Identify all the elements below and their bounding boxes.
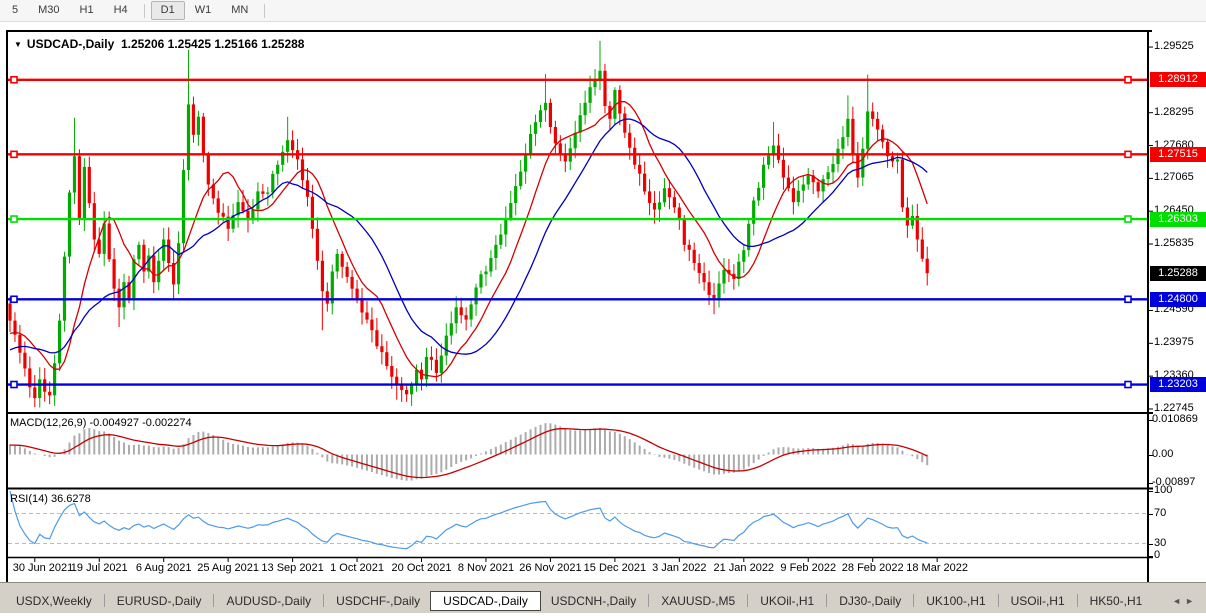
macd-indicator-label: MACD(12,26,9) -0.004927 -0.002274 bbox=[10, 417, 192, 429]
chart-ohlc-values: 1.25206 1.25425 1.25166 1.25288 bbox=[120, 37, 305, 51]
macd-axis-tick: -0.00897 bbox=[1152, 475, 1196, 488]
chart-tab-usdcad-daily[interactable]: USDCAD-,Daily bbox=[430, 590, 541, 611]
tab-separator bbox=[747, 594, 749, 607]
toolbar-separator bbox=[143, 3, 145, 18]
status-divider bbox=[0, 582, 1206, 589]
price-axis-tick: 1.25835 bbox=[1154, 237, 1194, 250]
date-axis-label: 13 Sep 2021 bbox=[261, 562, 324, 574]
tab-separator bbox=[103, 594, 105, 607]
date-axis-label: 6 Aug 2021 bbox=[135, 562, 192, 574]
price-axis-tick: 1.23975 bbox=[1154, 336, 1194, 349]
timeframe-button-mn[interactable]: MN bbox=[231, 4, 249, 16]
timeframe-button-5[interactable]: 5 bbox=[12, 4, 19, 16]
price-axis-tick: 1.28295 bbox=[1154, 105, 1194, 118]
timeframe-button-h1[interactable]: H1 bbox=[79, 4, 94, 16]
date-axis-label: 8 Nov 2021 bbox=[457, 562, 515, 574]
chart-tab-eurusd-daily[interactable]: EURUSD-,Daily bbox=[116, 593, 202, 608]
symbol-dropdown-icon[interactable]: ▼ bbox=[14, 40, 22, 49]
date-axis-label: 18 Mar 2022 bbox=[906, 562, 969, 574]
chart-tab-uk100-h1[interactable]: UK100-,H1 bbox=[926, 593, 986, 608]
price-level-badge: 1.28912 bbox=[1150, 72, 1206, 88]
price-axis-tick: 1.27065 bbox=[1154, 171, 1194, 184]
date-axis-label: 30 Jun 2021 bbox=[12, 562, 74, 574]
rsi-axis-tick: 30 bbox=[1154, 536, 1167, 549]
macd-axis-tick: 0.010869 bbox=[1152, 412, 1198, 425]
chart-tab-usdx-weekly[interactable]: USDX,Weekly bbox=[16, 593, 92, 608]
chart-tab-usdcnh-daily[interactable]: USDCNH-,Daily bbox=[550, 593, 637, 608]
date-axis-label: 20 Oct 2021 bbox=[391, 562, 452, 574]
chart-tab-hk50-h1[interactable]: HK50-,H1 bbox=[1089, 593, 1143, 608]
tab-separator bbox=[648, 594, 650, 607]
chart-title: ▼ USDCAD-,Daily 1.25206 1.25425 1.25166 1… bbox=[14, 37, 304, 51]
macd-axis-tick: 0.00 bbox=[1152, 447, 1174, 460]
date-axis-label: 9 Feb 2022 bbox=[780, 562, 837, 574]
toolbar-separator bbox=[264, 3, 266, 18]
date-axis-label: 21 Jan 2022 bbox=[713, 562, 775, 574]
price-axis-tick: 1.22745 bbox=[1154, 401, 1194, 414]
rsi-axis-tick: 70 bbox=[1154, 506, 1167, 519]
rsi-axis-tick: 0 bbox=[1154, 549, 1161, 561]
chart-tab-usdchf-daily[interactable]: USDCHF-,Daily bbox=[336, 593, 421, 608]
chart-tab-dj30-daily[interactable]: DJ30-,Daily bbox=[839, 593, 902, 608]
price-level-badge: 1.24800 bbox=[1150, 291, 1206, 307]
chart-symbol-label: USDCAD-,Daily bbox=[26, 37, 115, 51]
price-level-badge: 1.23203 bbox=[1150, 377, 1206, 393]
chart-window bbox=[0, 22, 1206, 588]
date-axis-label: 25 Aug 2021 bbox=[197, 562, 260, 574]
chart-tab-audusd-daily[interactable]: AUDUSD-,Daily bbox=[226, 593, 312, 608]
date-axis-label: 28 Feb 2022 bbox=[841, 562, 904, 574]
chart-tab-bar: USDX,Weekly EURUSD-,Daily AUDUSD-,Daily USD… bbox=[0, 588, 1206, 613]
timeframe-button-h4[interactable]: H4 bbox=[113, 4, 128, 16]
tab-scroll-right-icon[interactable]: ► bbox=[1185, 595, 1198, 606]
date-axis-label: 26 Nov 2021 bbox=[519, 562, 582, 574]
tab-scroll-left-icon[interactable]: ◄ bbox=[1172, 595, 1186, 606]
chart-tab-ukoil-h1[interactable]: UKOil-,H1 bbox=[760, 593, 815, 608]
rsi-axis-tick: 100 bbox=[1154, 484, 1173, 496]
date-axis-label: 15 Dec 2021 bbox=[583, 562, 647, 574]
timeframe-button-w1[interactable]: W1 bbox=[194, 4, 212, 16]
timeframe-button-d1[interactable]: D1 bbox=[150, 1, 185, 20]
timeframe-button-m30[interactable]: M30 bbox=[38, 4, 60, 16]
date-axis-label: 19 Jul 2021 bbox=[70, 562, 128, 574]
rsi-indicator-label: RSI(14) 36.6278 bbox=[10, 493, 91, 505]
tab-separator bbox=[1076, 594, 1078, 607]
tab-separator bbox=[913, 594, 915, 607]
date-axis-label: 1 Oct 2021 bbox=[330, 562, 384, 574]
tab-separator bbox=[826, 594, 828, 607]
date-axis-label: 3 Jan 2022 bbox=[652, 562, 707, 574]
current-price-badge: 1.25288 bbox=[1150, 265, 1206, 281]
chart-tab-usoil-h1[interactable]: USOil-,H1 bbox=[1010, 593, 1065, 608]
timeframe-toolbar: 5 M30 H1 H4 D1 W1 MN bbox=[0, 0, 1206, 22]
price-level-badge: 1.27515 bbox=[1150, 146, 1206, 162]
tab-separator bbox=[323, 594, 325, 607]
price-axis-tick: 1.29525 bbox=[1154, 40, 1194, 53]
price-level-badge: 1.26303 bbox=[1150, 211, 1206, 227]
tab-separator bbox=[213, 594, 215, 607]
tab-separator bbox=[997, 594, 999, 607]
chart-tab-xauusd-m5[interactable]: XAUUSD-,M5 bbox=[661, 593, 736, 608]
